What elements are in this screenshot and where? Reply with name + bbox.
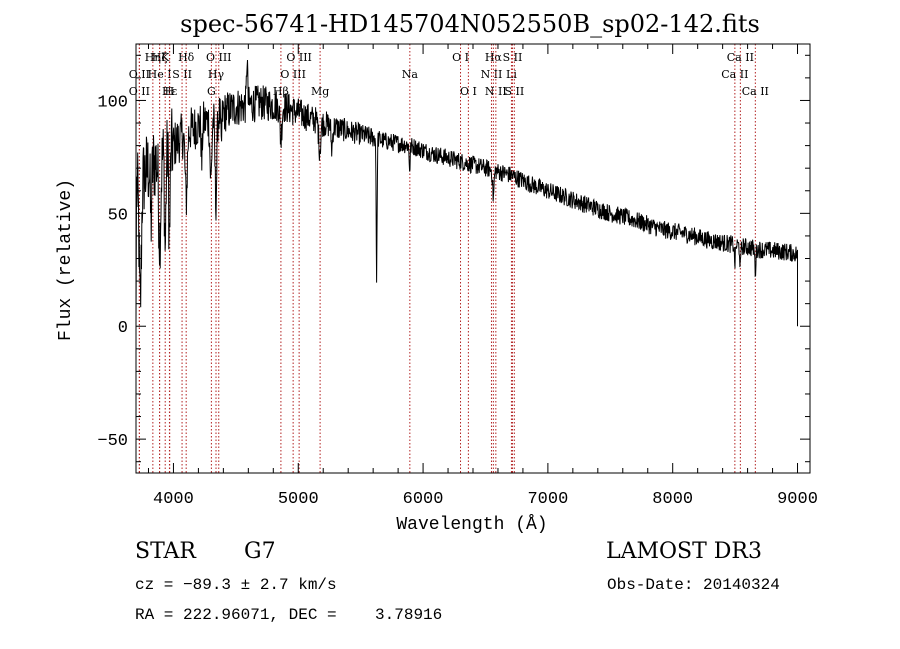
x-tick-label: 8000 <box>652 490 693 509</box>
survey-name: LAMOST DR3 <box>606 539 762 564</box>
x-axis-label: Wavelength (Å) <box>396 514 547 535</box>
line-marker-label: O I <box>460 85 477 98</box>
line-marker-label: Mg <box>311 85 329 98</box>
y-tick-label: 50 <box>108 206 128 225</box>
line-marker-label: Hα <box>485 51 503 64</box>
line-marker-label: O III <box>280 68 306 81</box>
y-axis-label: Flux (relative) <box>56 179 76 341</box>
line-marker-label: N II <box>485 85 507 98</box>
coordinates: RA = 222.96071, DEC = 3.78916 <box>135 606 442 624</box>
line-marker-label: Hγ <box>208 68 225 81</box>
x-tick-label: 5000 <box>278 490 319 509</box>
x-tick-label: 4000 <box>153 490 194 509</box>
line-marker-label: S II <box>503 51 523 64</box>
y-axis-ticks: −50 0 50 100 <box>97 54 810 463</box>
x-axis-ticks: 4000 5000 6000 7000 8000 9000 <box>147 44 818 509</box>
y-tick-label: 0 <box>118 319 128 338</box>
x-tick-label: 7000 <box>527 490 568 509</box>
line-marker-label: S II <box>504 85 524 98</box>
line-marker-label: Hη <box>145 51 161 64</box>
line-marker-label: Hε <box>162 85 178 98</box>
line-marker-label: O II <box>129 85 150 98</box>
line-marker-label: Li <box>506 68 517 81</box>
line-marker-label: Ca II <box>721 68 748 81</box>
line-marker-label: O III <box>286 51 312 64</box>
line-marker-label: Ca II <box>742 85 769 98</box>
y-tick-label: 100 <box>97 93 128 112</box>
line-marker-label: N II <box>481 68 503 81</box>
line-marker-label: G <box>207 85 216 98</box>
x-tick-label: 9000 <box>777 490 818 509</box>
y-tick-label: −50 <box>97 432 128 451</box>
observation-date: Obs-Date: 20140324 <box>607 576 780 594</box>
line-marker-label: O III <box>206 51 232 64</box>
line-marker-label: Na <box>402 68 419 81</box>
line-marker-label: He I <box>148 68 172 81</box>
line-marker-label: K <box>161 51 170 64</box>
x-tick-label: 6000 <box>403 490 444 509</box>
redshift-value: cz = −89.3 ± 2.7 km/s <box>135 576 337 594</box>
line-marker-label: O I <box>452 51 469 64</box>
line-marker-label: O II <box>129 68 150 81</box>
object-class: STAR <box>135 539 197 564</box>
line-marker-label: Ca II <box>727 51 754 64</box>
line-marker-label: S II <box>172 68 192 81</box>
line-marker-label: Hδ <box>178 51 195 64</box>
line-marker-label: H <box>165 85 175 98</box>
chart-title: spec-56741-HD145704N052550B_sp02-142.fit… <box>180 10 760 38</box>
spectral-subclass: G7 <box>244 539 276 564</box>
line-marker-label: Hζ <box>152 51 168 64</box>
spectrum-line <box>135 59 798 327</box>
